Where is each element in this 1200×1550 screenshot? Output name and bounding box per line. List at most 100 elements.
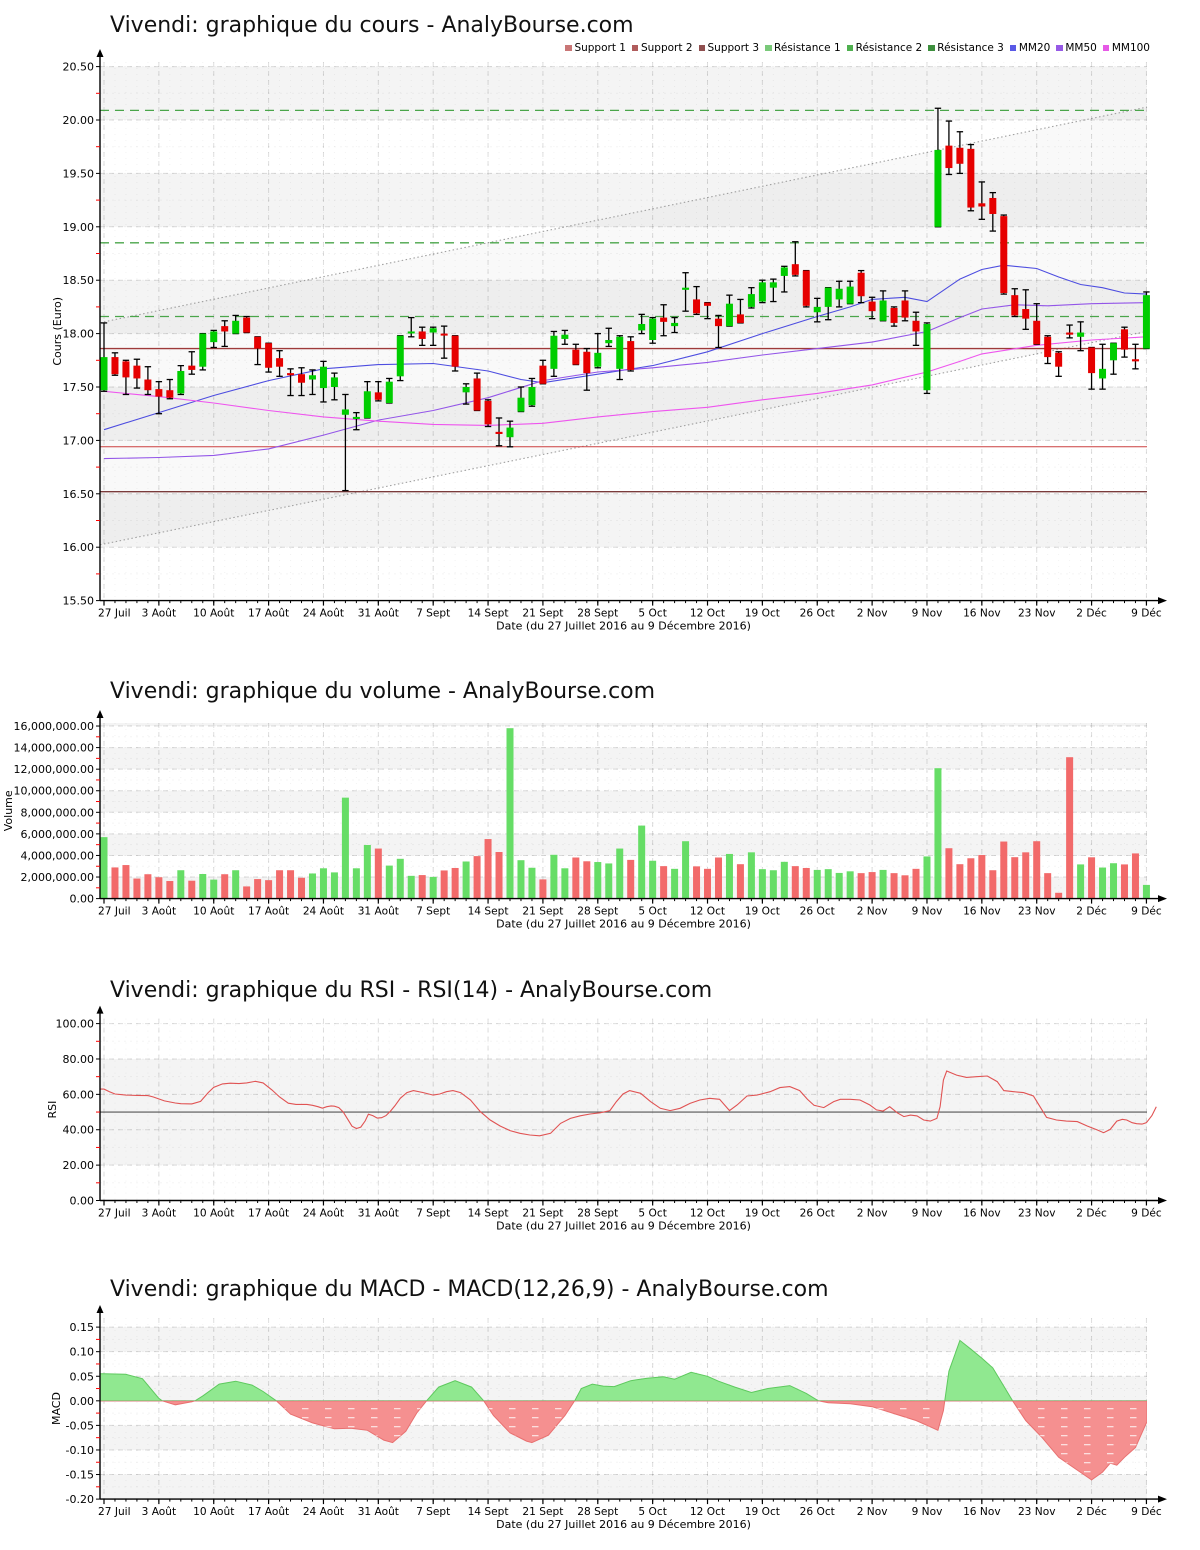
svg-text:19 Oct: 19 Oct xyxy=(745,1506,780,1518)
candle-up xyxy=(813,306,821,313)
svg-text:17 Août: 17 Août xyxy=(248,1506,289,1518)
candle-down xyxy=(967,148,975,208)
volume-bar-down xyxy=(572,857,580,899)
legend-swatch-icon xyxy=(1009,44,1017,52)
svg-text:12 Oct: 12 Oct xyxy=(690,1506,725,1518)
volume-bar-down xyxy=(1055,892,1063,899)
candle-up xyxy=(1142,295,1150,349)
svg-text:9 Nov: 9 Nov xyxy=(912,1506,943,1518)
legend-item-mm50: MM50 xyxy=(1056,42,1097,54)
legend-label: Support 1 xyxy=(574,42,626,54)
svg-text:Date (du 27 Juillet 2016 au 9: Date (du 27 Juillet 2016 au 9 Décembre 2… xyxy=(496,620,751,633)
svg-text:17 Août: 17 Août xyxy=(248,1208,289,1220)
volume-bar-down xyxy=(660,866,668,899)
svg-text:17 Août: 17 Août xyxy=(248,906,289,918)
candlestick-chart-plot: 15.50 16.00 16.50 17.00 17.50 18.00 18.50 19.00… xyxy=(51,49,1167,633)
volume-bar-up xyxy=(100,837,108,899)
candle-up xyxy=(1077,332,1085,337)
svg-text:10 Août: 10 Août xyxy=(193,1208,234,1220)
svg-text:16 Nov: 16 Nov xyxy=(963,1506,1001,1518)
volume-bar-up xyxy=(319,868,327,899)
volume-bar-down xyxy=(418,875,426,899)
svg-text:19.50: 19.50 xyxy=(63,167,95,180)
volume-bar-up xyxy=(934,768,942,899)
candle-down xyxy=(166,390,174,398)
volume-bar-up xyxy=(1142,884,1150,899)
candle-down xyxy=(287,373,295,376)
candle-up xyxy=(385,381,393,404)
svg-text:26 Oct: 26 Oct xyxy=(800,1208,835,1220)
volume-bar-up xyxy=(594,862,602,899)
volume-bar-down xyxy=(1088,857,1096,899)
volume-bars xyxy=(100,728,1150,899)
volume-bar-up xyxy=(780,861,788,899)
volume-bar-up xyxy=(671,868,679,899)
volume-bar-down xyxy=(945,848,953,899)
volume-bar-down xyxy=(890,873,898,899)
candle-down xyxy=(1088,347,1096,374)
svg-text:4,000,000.00: 4,000,000.00 xyxy=(21,849,94,862)
legend-label: Résistance 2 xyxy=(855,42,923,54)
svg-text:7 Sept: 7 Sept xyxy=(416,1208,450,1220)
svg-text:16,000,000.00: 16,000,000.00 xyxy=(14,720,94,733)
volume-bar-down xyxy=(901,875,909,899)
svg-text:2 Nov: 2 Nov xyxy=(857,608,888,620)
svg-text:9 Déc: 9 Déc xyxy=(1131,608,1162,620)
svg-text:0.00: 0.00 xyxy=(70,893,95,906)
candle-down xyxy=(857,272,865,297)
legend-swatch-icon xyxy=(765,44,772,52)
svg-text:6,000,000.00: 6,000,000.00 xyxy=(21,828,94,841)
volume-bar-down xyxy=(627,859,635,899)
volume-bar-up xyxy=(879,869,887,899)
candle-down xyxy=(451,335,459,367)
volume-bar-down xyxy=(978,855,986,899)
volume-bar-down xyxy=(791,866,799,899)
svg-text:2 Nov: 2 Nov xyxy=(857,906,888,918)
volume-bar-up xyxy=(330,872,338,899)
candle-down xyxy=(1011,295,1019,316)
mm20-line xyxy=(103,264,1147,431)
volume-chart-title: Vivendi: graphique du volume - AnalyBour… xyxy=(110,679,656,704)
legend-swatch-icon xyxy=(698,44,705,52)
macd-negative-hatch xyxy=(100,1400,1147,1480)
volume-bar-down xyxy=(736,864,744,899)
svg-text:Cours (Euro): Cours (Euro) xyxy=(51,297,64,366)
svg-text:0.00: 0.00 xyxy=(70,1195,95,1208)
svg-text:16.50: 16.50 xyxy=(63,488,95,501)
candle-down xyxy=(1033,320,1041,345)
svg-text:28 Sept: 28 Sept xyxy=(577,608,618,620)
svg-text:26 Oct: 26 Oct xyxy=(800,1506,835,1518)
candle-up xyxy=(1099,368,1107,379)
volume-bar-up xyxy=(429,876,437,899)
candle-down xyxy=(254,336,262,349)
candle-down xyxy=(572,349,580,365)
volume-bar-down xyxy=(583,861,591,899)
svg-text:2 Déc: 2 Déc xyxy=(1076,1506,1107,1518)
volume-bar-down xyxy=(912,868,920,899)
candle-down xyxy=(1000,216,1008,294)
volume-bar-down xyxy=(1000,841,1008,899)
svg-text:26 Oct: 26 Oct xyxy=(800,906,835,918)
svg-text:2 Déc: 2 Déc xyxy=(1076,1208,1107,1220)
candle-up xyxy=(506,427,514,438)
candle-down xyxy=(736,314,744,323)
legend-item-résistance-2: Résistance 2 xyxy=(846,42,923,54)
candle-up xyxy=(923,323,931,391)
candle-up xyxy=(747,294,755,307)
volume-bar-down xyxy=(1033,841,1041,899)
volume-bar-down xyxy=(166,881,174,899)
volume-bar-up xyxy=(232,870,240,899)
candle-down xyxy=(276,358,284,367)
volume-bar-down xyxy=(704,868,712,899)
candle-down xyxy=(418,331,426,339)
svg-text:-0.10: -0.10 xyxy=(66,1444,94,1457)
svg-text:12,000,000.00: 12,000,000.00 xyxy=(14,763,94,776)
svg-text:10 Août: 10 Août xyxy=(193,1506,234,1518)
svg-text:5 Oct: 5 Oct xyxy=(638,1506,666,1518)
svg-text:20.00: 20.00 xyxy=(63,1159,95,1172)
candle-down xyxy=(912,320,920,332)
volume-bar-down xyxy=(287,870,295,899)
svg-text:9 Nov: 9 Nov xyxy=(912,608,943,620)
volume-bar-down xyxy=(956,864,964,899)
svg-text:9 Déc: 9 Déc xyxy=(1131,1506,1162,1518)
